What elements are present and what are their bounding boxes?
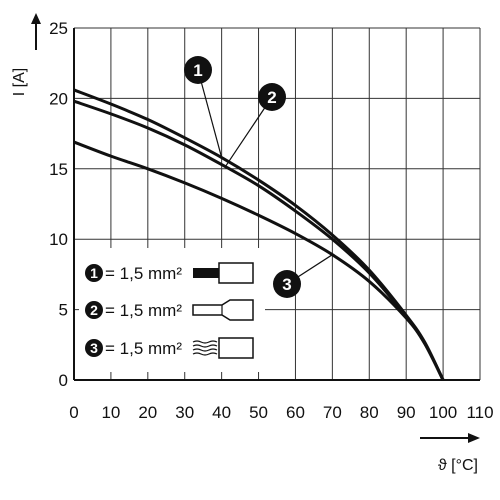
strand-2: [192, 348, 218, 352]
y-tick-label-4: 20: [49, 89, 68, 108]
callout-leader-1: [197, 69, 223, 158]
x-tick-label-10: 100: [429, 403, 457, 422]
callout-number-1: 1: [193, 61, 202, 80]
x-tick-label-9: 90: [397, 403, 416, 422]
wire-conductor: [193, 268, 219, 278]
chart-ticks: 0 10 20 30 40 50 60 70 80 90 100 110 0 5 10 15 20 25: [49, 19, 493, 422]
strand-0: [192, 340, 218, 344]
callout-badge-3: [273, 270, 301, 298]
x-tick-label-0: 0: [69, 403, 78, 422]
callout-number-2: 2: [267, 88, 276, 107]
x-axis-title-group: ϑ [°C]: [420, 433, 480, 474]
ferrule-outline: [192, 299, 254, 321]
x-axis-title: ϑ [°C]: [438, 457, 478, 474]
x-tick-label-4: 40: [212, 403, 231, 422]
callout-number-3: 3: [282, 275, 291, 294]
x-tick-label-2: 20: [138, 403, 157, 422]
legend-badge-number-3: 3: [90, 340, 98, 356]
chart-axes: [73, 28, 480, 381]
legend-badge-2: [85, 301, 103, 319]
x-tick-label-7: 70: [323, 403, 342, 422]
x-tick-label-6: 60: [286, 403, 305, 422]
y-tick-label-5: 25: [49, 19, 68, 38]
legend-item-1: 1 = 1,5 mm²: [85, 262, 254, 284]
x-tick-label-1: 10: [101, 403, 120, 422]
legend-badge-1: [85, 264, 103, 282]
curve-series-3: [73, 140, 445, 381]
legend-badge-number-2: 2: [90, 302, 98, 318]
legend-label-2: = 1,5 mm²: [105, 301, 182, 320]
y-tick-label-0: 0: [59, 371, 68, 390]
legend-item-2: 2 = 1,5 mm²: [85, 299, 254, 321]
wire-insulation: [218, 262, 254, 284]
chart-legend: 1 = 1,5 mm² 2 = 1,5 mm² 3 = 1,5 mm²: [79, 248, 265, 372]
legend-label-3: = 1,5 mm²: [105, 339, 182, 358]
strand-3: [192, 352, 218, 356]
y-axis-title: I [A]: [11, 68, 28, 96]
y-tick-label-2: 10: [49, 230, 68, 249]
callout-badge-2: [258, 83, 286, 111]
x-axis-arrow-head: [468, 433, 480, 443]
y-axis-arrow-head: [31, 13, 41, 24]
wire-stranded-icon: [192, 337, 254, 359]
wire-solid-icon: [193, 262, 254, 284]
callout-badge-1: [184, 56, 212, 84]
strand-1: [192, 344, 218, 348]
wire-insulation: [218, 337, 254, 359]
x-tick-label-8: 80: [360, 403, 379, 422]
y-tick-label-3: 15: [49, 160, 68, 179]
chart-callouts: 1 2 3: [184, 56, 333, 298]
wire-ferrule-icon: [192, 299, 254, 321]
y-tick-label-1: 5: [59, 301, 68, 320]
x-tick-label-11: 110: [466, 403, 493, 422]
y-axis-title-group: I [A]: [11, 13, 41, 96]
x-tick-label-5: 50: [249, 403, 268, 422]
x-tick-label-3: 30: [175, 403, 194, 422]
legend-label-1: = 1,5 mm²: [105, 264, 182, 283]
chart-grid: [73, 27, 481, 381]
legend-item-3: 3 = 1,5 mm²: [85, 337, 254, 359]
legend-badge-number-1: 1: [90, 265, 98, 281]
legend-badge-3: [85, 339, 103, 357]
chart-curves: [73, 88, 445, 381]
